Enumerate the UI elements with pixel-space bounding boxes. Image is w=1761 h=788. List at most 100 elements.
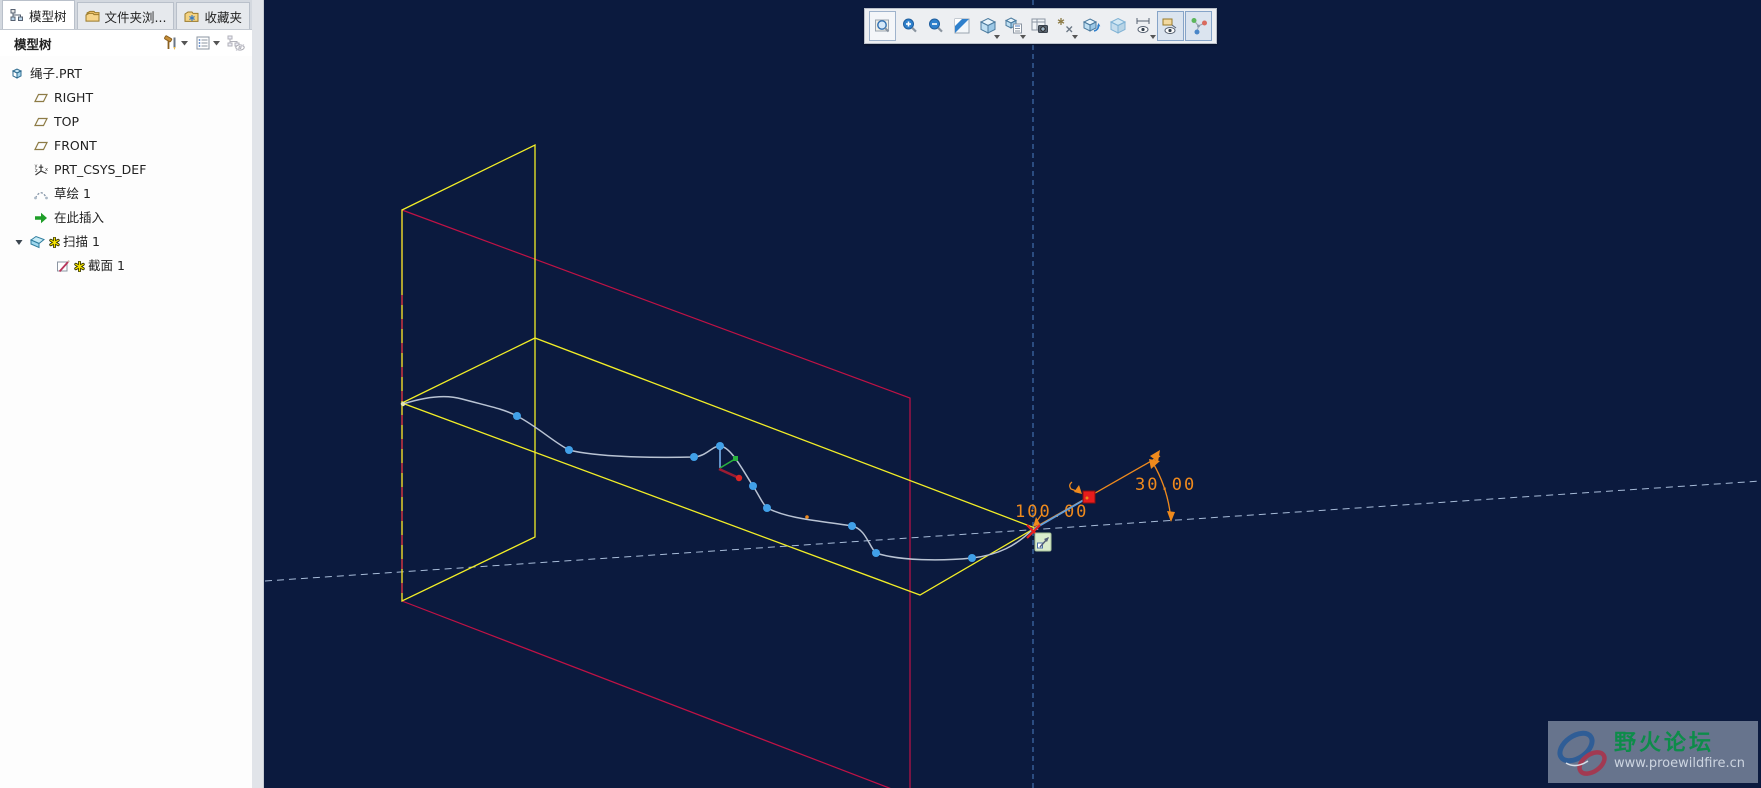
tab-label: 文件夹浏... [104, 9, 167, 25]
tree-tools-button[interactable] [161, 34, 190, 52]
rubber-band-line[interactable] [1033, 496, 1090, 530]
unregenerated-asterisk-icon [49, 236, 60, 248]
angle-dimension[interactable]: 30.00 [1135, 475, 1196, 495]
unregenerated-asterisk-icon [74, 260, 85, 272]
chevron-down-icon [181, 40, 188, 45]
model-tree-icon [10, 9, 23, 21]
datum-plane-icon [34, 93, 48, 103]
spline-orange-tick [805, 515, 809, 519]
tree-item-label: RIGHT [54, 90, 94, 105]
toolbar-button-spin-center[interactable] [1185, 11, 1212, 41]
tree-item-label: 扫描 1 [63, 234, 100, 249]
tree-columns-icon [227, 35, 245, 51]
sweep-icon [30, 235, 45, 249]
toolbar-button-view-orientation[interactable] [1079, 12, 1104, 40]
handle-center-dot [1085, 496, 1089, 500]
toolbar-button-datum-display-filters[interactable] [1053, 12, 1078, 40]
svg-text:x: x [45, 167, 48, 173]
toolbar-button-view-manager[interactable] [1027, 12, 1052, 40]
chevron-down-icon [1020, 35, 1026, 39]
chevron-down-icon [1150, 35, 1156, 39]
toolbar-button-zoom-fit[interactable] [869, 11, 896, 41]
highlight-plane-horizontal[interactable] [400, 337, 1037, 596]
tree-columns-button[interactable] [225, 34, 247, 52]
spin-center-icon [1191, 18, 1207, 35]
toolbar-button-display-style[interactable] [975, 12, 1000, 40]
svg-text:z: z [35, 168, 38, 174]
navigator-panel: 模型树 文件夹浏... 收藏夹 模型树 [0, 0, 252, 788]
tab-model-tree[interactable]: 模型树 [2, 0, 75, 29]
datum-plane-outline-magenta[interactable] [401, 209, 911, 788]
model-tree-title: 模型树 [14, 36, 52, 52]
repaint-icon [954, 18, 969, 34]
csys-icon: y x z [35, 164, 48, 176]
watermark-logo-icon [1557, 730, 1607, 776]
sketch-plane-indicator-icon[interactable] [1034, 532, 1052, 552]
tree-item-label: 在此插入 [54, 210, 105, 225]
tree-item-label: FRONT [54, 138, 97, 153]
toolbar-button-section-view[interactable] [1105, 12, 1130, 40]
highlight-plane-vertical[interactable] [401, 143, 536, 603]
toolbar-button-dimension-display[interactable] [1157, 11, 1184, 41]
spline-start-point[interactable] [400, 401, 406, 407]
section-view-icon [1109, 17, 1126, 34]
sweep-trajectory-spline[interactable] [402, 395, 1034, 561]
toolbar-button-annotation-display[interactable] [1131, 12, 1156, 40]
tree-filter-button[interactable] [193, 34, 222, 52]
tree-item-label: 草绘 1 [54, 186, 91, 201]
tree-item-front-plane[interactable]: FRONT [0, 134, 252, 158]
navigator-tabbar: 模型树 文件夹浏... 收藏夹 [0, 0, 252, 30]
watermark-title: 野火论坛 [1614, 731, 1715, 756]
section-frame-triad [718, 449, 743, 482]
model-tree: 绳子.PRT RIGHT TOP FRONT [0, 56, 252, 278]
tree-item-label: PRT_CSYS_DEF [54, 162, 147, 177]
annotation-display-icon [1136, 18, 1149, 33]
datum-display-filters-icon [1057, 18, 1072, 33]
tree-item-part[interactable]: 绳子.PRT [0, 62, 252, 86]
svg-text:y: y [35, 164, 38, 170]
tab-folder-browser[interactable]: 文件夹浏... [76, 2, 175, 29]
length-dimension[interactable]: 100.00 [1015, 502, 1088, 522]
toolbar-button-saved-view-list[interactable] [1001, 12, 1026, 40]
tree-item-sweep1[interactable]: 扫描 1 [0, 230, 252, 254]
expander-collapse-icon[interactable] [14, 237, 24, 247]
tree-item-csys[interactable]: y x z PRT_CSYS_DEF [0, 158, 252, 182]
folder-browser-icon [85, 10, 100, 22]
insert-here-icon [35, 212, 47, 224]
tab-favorites[interactable]: 收藏夹 [176, 2, 250, 29]
tree-item-insert-here[interactable]: 在此插入 [0, 206, 252, 230]
tree-item-right-plane[interactable]: RIGHT [0, 86, 252, 110]
drag-cursor-arrow [1069, 481, 1080, 493]
favorites-icon [184, 11, 199, 22]
tree-filter-icon [196, 36, 210, 50]
dimension-display-icon [1162, 18, 1176, 34]
watermark-url: www.proewildfire.cn [1614, 756, 1745, 771]
sketch-icon [34, 192, 48, 200]
toolbar-button-zoom-out[interactable] [923, 12, 948, 40]
chevron-down-icon [1072, 35, 1078, 39]
toolbar-button-repaint[interactable] [949, 12, 974, 40]
zoom-out-icon [928, 18, 943, 33]
tree-item-sketch1[interactable]: 草绘 1 [0, 182, 252, 206]
zoom-fit-icon [874, 19, 889, 33]
datum-plane-icon [34, 141, 48, 151]
chevron-down-icon [994, 35, 1000, 39]
tree-item-top-plane[interactable]: TOP [0, 110, 252, 134]
spline-control-points[interactable] [513, 412, 976, 562]
tab-label: 模型树 [29, 8, 67, 24]
tree-item-section1[interactable]: 截面 1 [0, 254, 252, 278]
tree-item-label: 截面 1 [88, 258, 125, 273]
horizontal-reference-axis[interactable] [264, 480, 1761, 582]
panel-splitter[interactable] [252, 0, 264, 788]
datum-plane-icon [34, 117, 48, 127]
part-icon [11, 68, 23, 79]
drag-handle-square[interactable] [1082, 490, 1096, 504]
dimension-arrowheads [1033, 450, 1175, 527]
tree-tools-icon [164, 35, 176, 50]
model-tree-header: 模型树 [0, 30, 252, 56]
toolbar-button-zoom-in[interactable] [897, 12, 922, 40]
watermark: 野火论坛 www.proewildfire.cn [1548, 721, 1758, 783]
zoom-in-icon [902, 18, 917, 33]
